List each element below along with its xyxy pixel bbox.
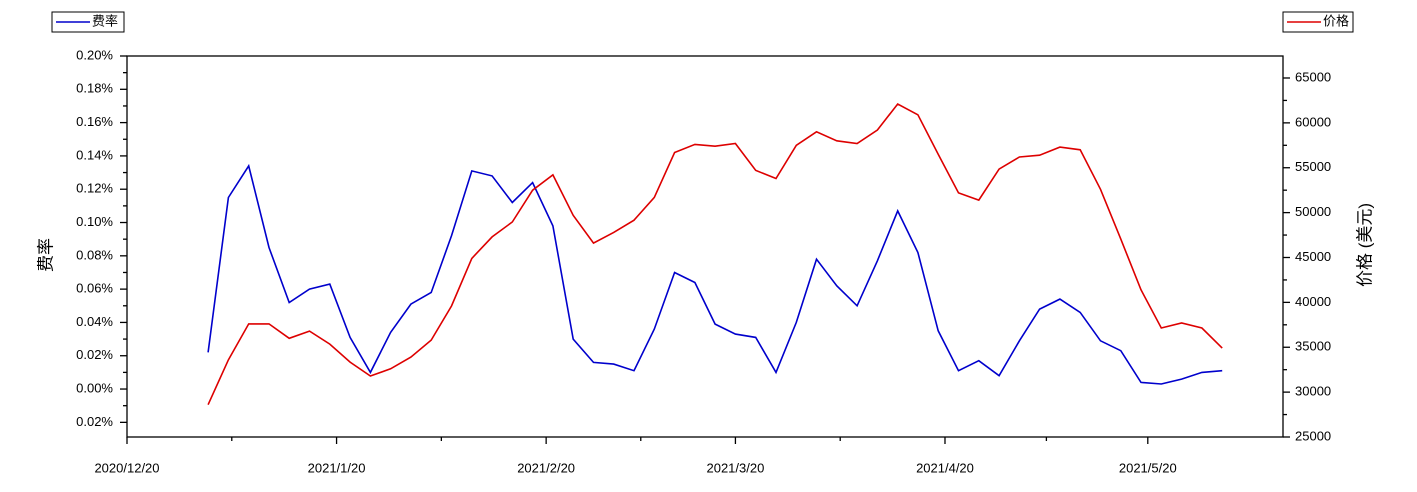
- y-axis-label: 费率: [36, 238, 55, 272]
- y-tick-label: 0.14%: [76, 147, 113, 162]
- y-tick-label: 0.08%: [76, 247, 113, 262]
- y-tick-label: 0.20%: [76, 47, 113, 62]
- x-tick-label: 2021/4/20: [916, 460, 974, 475]
- series-line: [207, 163, 1223, 385]
- y-tick-label: 0.10%: [76, 214, 113, 229]
- y2-tick-label: 60000: [1295, 114, 1331, 129]
- y-tick-label: 0.02%: [76, 414, 113, 429]
- y2-tick-label: 30000: [1295, 384, 1331, 399]
- x-tick-label: 2021/3/20: [706, 460, 764, 475]
- x-tick-label: 2021/1/20: [308, 460, 366, 475]
- y2-tick-label: 45000: [1295, 249, 1331, 264]
- y-tick-label: 0.00%: [76, 380, 113, 395]
- y-tick-label: 0.04%: [76, 314, 113, 329]
- x-tick-label: 2021/2/20: [517, 460, 575, 475]
- y2-tick-label: 25000: [1295, 428, 1331, 443]
- y2-tick-label: 35000: [1295, 339, 1331, 354]
- legend-label: 价格: [1323, 13, 1349, 28]
- y-tick-label: 0.12%: [76, 181, 113, 196]
- plot-frame: [126, 55, 1284, 438]
- y-tick-label: 0.02%: [76, 347, 113, 362]
- x-tick-label: 2021/5/20: [1119, 460, 1177, 475]
- legend-label: 费率: [92, 13, 118, 28]
- series-line: [207, 102, 1223, 406]
- x-tick-label: 2020/12/20: [94, 460, 159, 475]
- y2-tick-label: 50000: [1295, 204, 1331, 219]
- y-tick-label: 0.16%: [76, 114, 113, 129]
- y-tick-label: 0.18%: [76, 81, 113, 96]
- y2-axis-label: 价格 (美元): [1355, 203, 1374, 287]
- y2-tick-label: 65000: [1295, 69, 1331, 84]
- y-tick-label: 0.06%: [76, 281, 113, 296]
- y2-tick-label: 40000: [1295, 294, 1331, 309]
- y2-tick-label: 55000: [1295, 159, 1331, 174]
